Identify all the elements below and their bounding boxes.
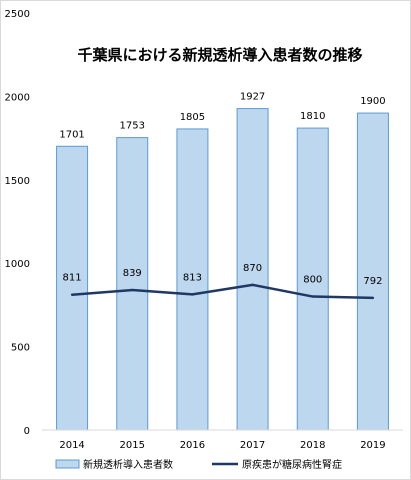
bar bbox=[176, 128, 209, 431]
y-axis: 0 500 1000 1500 2000 2500 bbox=[5, 9, 30, 437]
bar bbox=[116, 137, 149, 431]
x-tick-label: 2014 bbox=[59, 440, 84, 451]
y-tick-label: 500 bbox=[11, 343, 30, 354]
x-tick-label: 2019 bbox=[360, 440, 385, 451]
legend-label-bar: 新規透析導入患者数 bbox=[83, 458, 173, 471]
legend-label-line: 原疾患が糖尿病性腎症 bbox=[242, 458, 342, 471]
x-tick-label: 2017 bbox=[240, 440, 265, 451]
line-series: 811 839 813 870 800 792 bbox=[63, 263, 382, 300]
bar-data-label: 1805 bbox=[180, 112, 205, 123]
series-line bbox=[71, 283, 373, 300]
line-point bbox=[311, 295, 314, 298]
line-data-label: 870 bbox=[243, 263, 262, 274]
bar-data-label: 1753 bbox=[120, 121, 145, 132]
line-point bbox=[371, 296, 375, 300]
legend-swatch-bar bbox=[55, 459, 80, 469]
bar bbox=[356, 112, 389, 431]
bar-data-label: 1810 bbox=[300, 111, 325, 122]
bar-data-label: 1900 bbox=[360, 96, 385, 107]
chart-title: 千葉県における新規透析導入患者数の推移 bbox=[77, 46, 362, 64]
y-tick-label: 2000 bbox=[5, 92, 30, 103]
line-point bbox=[131, 288, 134, 292]
line-data-label: 800 bbox=[303, 275, 322, 286]
line-data-label: 811 bbox=[63, 273, 82, 284]
y-tick-label: 0 bbox=[24, 426, 30, 437]
line-point bbox=[251, 283, 254, 287]
bar bbox=[56, 145, 89, 431]
line-data-label: 813 bbox=[183, 272, 202, 283]
x-tick-label: 2018 bbox=[300, 440, 325, 451]
line-point bbox=[70, 293, 74, 296]
line-point bbox=[191, 293, 194, 296]
legend: 新規透析導入患者数 原疾患が糖尿病性腎症 bbox=[55, 458, 342, 471]
bar bbox=[296, 127, 329, 431]
y-tick-label: 2500 bbox=[5, 9, 30, 20]
bar-data-label: 1701 bbox=[59, 129, 84, 140]
x-axis: 2014 2015 2016 2017 2018 2019 bbox=[42, 429, 403, 451]
bar-data-label: 1927 bbox=[240, 92, 265, 103]
y-tick-label: 1500 bbox=[5, 176, 30, 187]
line-data-label: 839 bbox=[123, 268, 142, 279]
line-data-label: 792 bbox=[363, 276, 382, 287]
y-tick-label: 1000 bbox=[5, 259, 30, 270]
x-tick-label: 2016 bbox=[180, 440, 205, 451]
x-tick-label: 2015 bbox=[120, 440, 145, 451]
bar-series: 1701 1753 1805 1927 1810 1900 bbox=[56, 92, 389, 431]
